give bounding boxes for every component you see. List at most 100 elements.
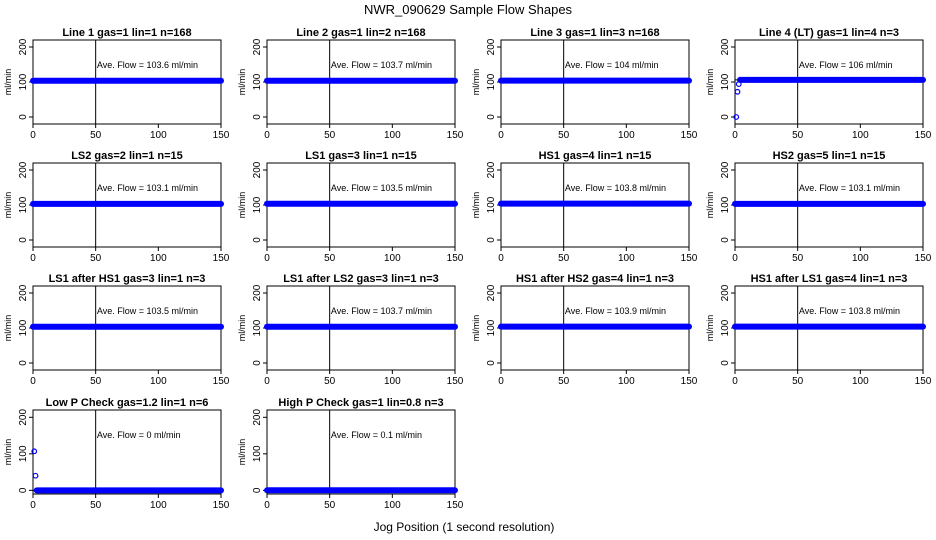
panel-title: High P Check gas=1 lin=0.8 n=3 xyxy=(278,397,443,409)
x-tick-label: 50 xyxy=(792,130,804,141)
panel-7: HS1 gas=4 lin=1 n=15 0 50 100 150 0 100 200 ml/m… xyxy=(471,150,698,264)
x-tick-label: 0 xyxy=(732,376,738,387)
x-tick-label: 50 xyxy=(558,253,570,264)
y-tick-label: 0 xyxy=(18,487,29,493)
x-tick-label: 0 xyxy=(264,376,270,387)
data-point xyxy=(31,448,38,455)
y-axis-label: ml/min xyxy=(3,439,13,466)
x-tick-label: 0 xyxy=(732,253,738,264)
y-tick-label: 0 xyxy=(252,114,263,120)
y-tick-label: 100 xyxy=(252,196,263,213)
data-point xyxy=(32,472,39,479)
x-tick-label: 100 xyxy=(150,130,167,141)
panel-title: Line 3 gas=1 lin=3 n=168 xyxy=(530,27,659,39)
data-point xyxy=(733,114,740,120)
x-tick-label: 100 xyxy=(384,376,401,387)
flow-annotation: Ave. Flow = 103.5 ml/min xyxy=(97,306,198,316)
y-axis-label: ml/min xyxy=(705,315,715,342)
y-tick-label: 100 xyxy=(252,445,263,462)
panel-5: LS2 gas=2 lin=1 n=15 0 50 100 150 0 100 200 ml/m… xyxy=(3,150,230,264)
y-tick-label: 200 xyxy=(18,409,29,426)
y-tick-label: 200 xyxy=(486,38,497,55)
x-tick-label: 50 xyxy=(792,253,804,264)
x-tick-label: 100 xyxy=(618,376,635,387)
y-tick-label: 200 xyxy=(720,284,731,301)
y-tick-label: 100 xyxy=(18,445,29,462)
y-tick-label: 100 xyxy=(486,319,497,336)
y-axis-label: ml/min xyxy=(3,315,13,342)
x-tick-label: 100 xyxy=(618,253,635,264)
y-axis-label: ml/min xyxy=(705,192,715,219)
x-tick-label: 0 xyxy=(30,500,36,511)
y-tick-label: 100 xyxy=(18,196,29,213)
y-tick-label: 100 xyxy=(720,196,731,213)
y-tick-label: 200 xyxy=(486,161,497,178)
x-tick-label: 50 xyxy=(558,376,570,387)
data-point xyxy=(734,88,741,95)
panel-8: HS2 gas=5 lin=1 n=15 0 50 100 150 0 100 200 ml/m… xyxy=(705,150,932,264)
panel-4: Line 4 (LT) gas=1 lin=4 n=3 0 50 100 150 0 100… xyxy=(705,27,932,141)
x-tick-label: 150 xyxy=(915,253,932,264)
y-tick-label: 200 xyxy=(720,161,731,178)
x-tick-label: 150 xyxy=(447,253,464,264)
panel-10: LS1 after LS2 gas=3 lin=1 n=3 0 50 100 150 0 1… xyxy=(237,273,464,387)
x-tick-label: 100 xyxy=(852,376,869,387)
panel-title: Low P Check gas=1.2 lin=1 n=6 xyxy=(46,397,209,409)
y-tick-label: 200 xyxy=(18,161,29,178)
y-tick-label: 0 xyxy=(486,360,497,366)
flow-annotation: Ave. Flow = 103.1 ml/min xyxy=(97,183,198,193)
y-tick-label: 200 xyxy=(252,284,263,301)
panels-grid: Line 1 gas=1 lin=1 n=168 0 50 100 150 0 100 200… xyxy=(3,27,932,511)
y-axis-label: ml/min xyxy=(471,69,481,96)
flow-annotation: Ave. Flow = 103.7 ml/min xyxy=(331,306,432,316)
flow-annotation: Ave. Flow = 106 ml/min xyxy=(799,60,893,70)
panel-title: LS1 after HS1 gas=3 lin=1 n=3 xyxy=(49,273,206,285)
y-tick-label: 200 xyxy=(486,284,497,301)
y-tick-label: 0 xyxy=(486,114,497,120)
x-tick-label: 150 xyxy=(681,376,698,387)
x-tick-label: 100 xyxy=(618,130,635,141)
x-tick-label: 150 xyxy=(447,376,464,387)
x-tick-label: 50 xyxy=(324,253,336,264)
y-tick-label: 200 xyxy=(252,161,263,178)
y-tick-label: 200 xyxy=(252,38,263,55)
y-axis-label: ml/min xyxy=(237,69,247,96)
x-tick-label: 150 xyxy=(447,130,464,141)
panel-14: High P Check gas=1 lin=0.8 n=3 0 50 100 150 0… xyxy=(237,397,464,511)
y-axis-label: ml/min xyxy=(237,192,247,219)
flow-annotation: Ave. Flow = 103.7 ml/min xyxy=(331,60,432,70)
panel-title: Line 1 gas=1 lin=1 n=168 xyxy=(62,27,191,39)
panel-title: Line 2 gas=1 lin=2 n=168 xyxy=(296,27,425,39)
y-tick-label: 100 xyxy=(18,319,29,336)
y-tick-label: 100 xyxy=(486,196,497,213)
panel-title: HS2 gas=5 lin=1 n=15 xyxy=(773,150,886,162)
plot-frame xyxy=(266,409,456,495)
panel-6: LS1 gas=3 lin=1 n=15 0 50 100 150 0 100 200 ml/m… xyxy=(237,150,464,264)
x-tick-label: 0 xyxy=(732,130,738,141)
x-tick-label: 0 xyxy=(30,253,36,264)
panel-title: HS1 gas=4 lin=1 n=15 xyxy=(539,150,652,162)
panel-12: HS1 after LS1 gas=4 lin=1 n=3 0 50 100 150 0 1… xyxy=(705,273,932,387)
panel-9: LS1 after HS1 gas=3 lin=1 n=3 0 50 100 150 0 1… xyxy=(3,273,230,387)
x-tick-label: 0 xyxy=(498,130,504,141)
y-tick-label: 100 xyxy=(486,73,497,90)
panel-title: LS2 gas=2 lin=1 n=15 xyxy=(71,150,183,162)
x-tick-label: 0 xyxy=(30,376,36,387)
x-tick-label: 150 xyxy=(213,500,230,511)
y-tick-label: 0 xyxy=(720,360,731,366)
x-tick-label: 100 xyxy=(384,253,401,264)
x-tick-label: 150 xyxy=(681,130,698,141)
panel-1: Line 1 gas=1 lin=1 n=168 0 50 100 150 0 100 200… xyxy=(3,27,230,141)
panel-title: LS1 after LS2 gas=3 lin=1 n=3 xyxy=(283,273,439,285)
figure-xlabel: Jog Position (1 second resolution) xyxy=(374,520,555,534)
y-tick-label: 0 xyxy=(252,237,263,243)
flow-annotation: Ave. Flow = 103.9 ml/min xyxy=(565,306,666,316)
x-tick-label: 50 xyxy=(792,376,804,387)
x-tick-label: 0 xyxy=(498,253,504,264)
y-axis-label: ml/min xyxy=(3,69,13,96)
flow-annotation: Ave. Flow = 103.8 ml/min xyxy=(799,306,900,316)
y-tick-label: 100 xyxy=(252,73,263,90)
flow-annotation: Ave. Flow = 104 ml/min xyxy=(565,60,659,70)
x-tick-label: 50 xyxy=(558,130,570,141)
